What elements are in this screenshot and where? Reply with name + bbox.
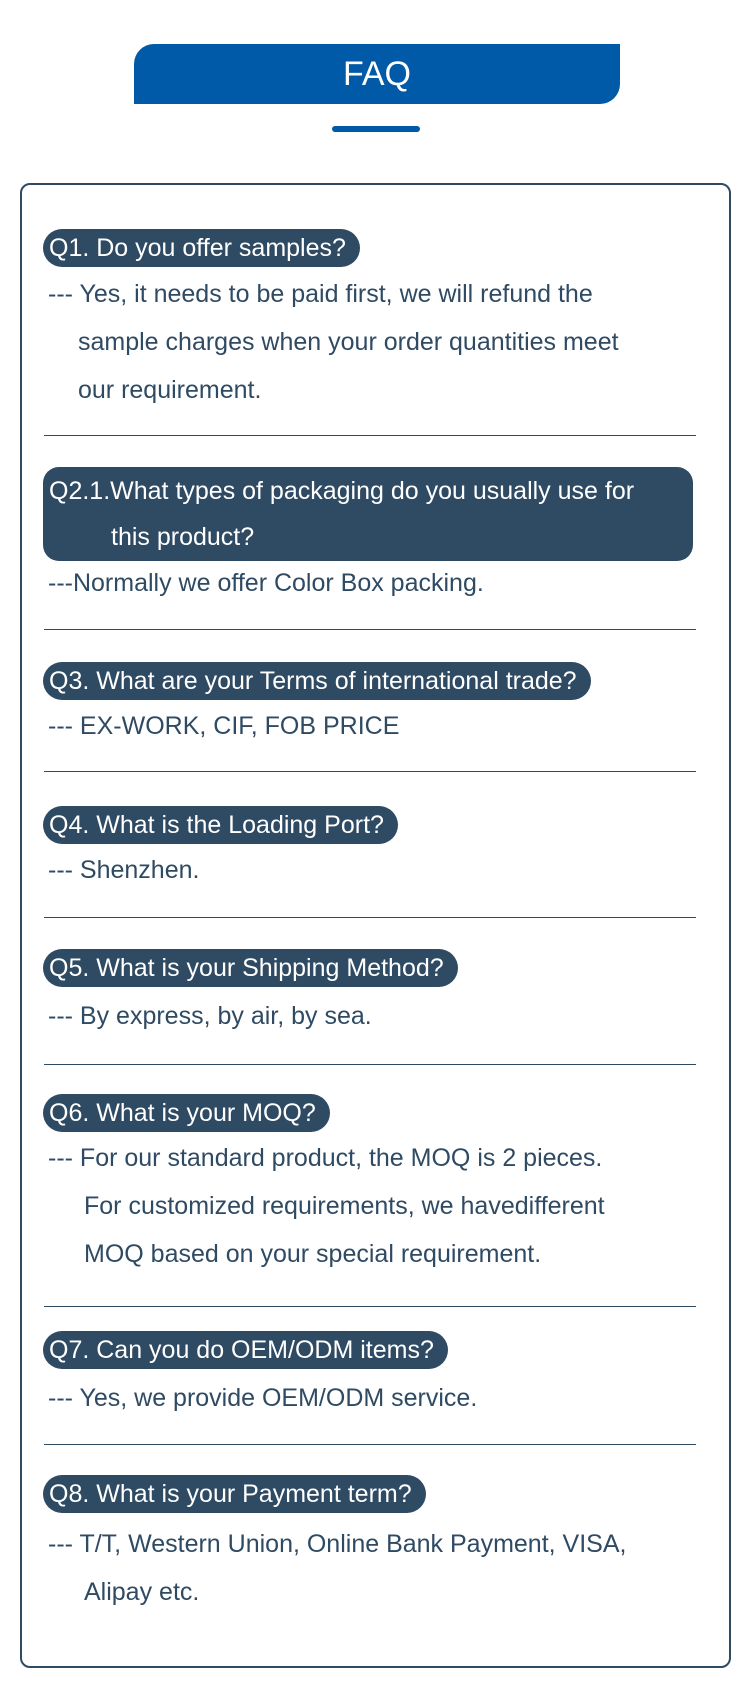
question-5: Q5. What is your Shipping Method? <box>43 949 458 987</box>
divider <box>44 771 696 772</box>
faq-title-banner: FAQ <box>134 44 620 104</box>
question-7: Q7. Can you do OEM/ODM items? <box>43 1331 448 1369</box>
answer-1: --- Yes, it needs to be paid first, we w… <box>48 270 619 414</box>
question-1: Q1. Do you offer samples? <box>43 229 360 267</box>
question-3: Q3. What are your Terms of international… <box>43 662 591 700</box>
answer-line: --- By express, by air, by sea. <box>48 1002 372 1030</box>
answer-line: sample charges when your order quantitie… <box>78 328 619 356</box>
answer-2: ---Normally we offer Color Box packing. <box>48 559 484 607</box>
answer-6: --- For our standard product, the MOQ is… <box>48 1134 605 1278</box>
question-line: this product? <box>111 523 255 551</box>
answer-4: --- Shenzhen. <box>48 846 199 894</box>
divider <box>44 629 696 630</box>
divider <box>44 1064 696 1065</box>
answer-7: --- Yes, we provide OEM/ODM service. <box>48 1374 477 1422</box>
answer-8: --- T/T, Western Union, Online Bank Paym… <box>48 1520 626 1616</box>
answer-line: --- For our standard product, the MOQ is… <box>48 1144 603 1172</box>
answer-5: --- By express, by air, by sea. <box>48 992 372 1040</box>
answer-line: --- Shenzhen. <box>48 856 200 884</box>
answer-line: ---Normally we offer Color Box packing. <box>48 569 484 597</box>
answer-line: --- T/T, Western Union, Online Bank Paym… <box>48 1530 627 1558</box>
question-4: Q4. What is the Loading Port? <box>43 806 398 844</box>
divider <box>44 1306 696 1307</box>
question-2: Q2.1.What types of packaging do you usua… <box>43 467 693 561</box>
question-line: Q2.1.What types of packaging do you usua… <box>49 477 635 505</box>
page-title: FAQ <box>342 54 412 93</box>
answer-line: --- Yes, we provide OEM/ODM service. <box>48 1384 478 1412</box>
divider <box>44 917 696 918</box>
divider <box>44 1444 696 1445</box>
question-8: Q8. What is your Payment term? <box>43 1475 426 1513</box>
divider <box>44 435 696 436</box>
answer-line: Alipay etc. <box>84 1578 200 1606</box>
title-underline <box>332 126 420 132</box>
answer-line: MOQ based on your special requirement. <box>84 1240 542 1268</box>
faq-card <box>20 183 731 1668</box>
answer-line: --- EX-WORK, CIF, FOB PRICE <box>48 712 400 740</box>
question-6: Q6. What is your MOQ? <box>43 1094 330 1132</box>
answer-line: For customized requirements, we havediff… <box>84 1192 605 1220</box>
answer-3: --- EX-WORK, CIF, FOB PRICE <box>48 702 399 750</box>
answer-line: our requirement. <box>78 376 262 404</box>
answer-line: --- Yes, it needs to be paid first, we w… <box>48 280 593 308</box>
